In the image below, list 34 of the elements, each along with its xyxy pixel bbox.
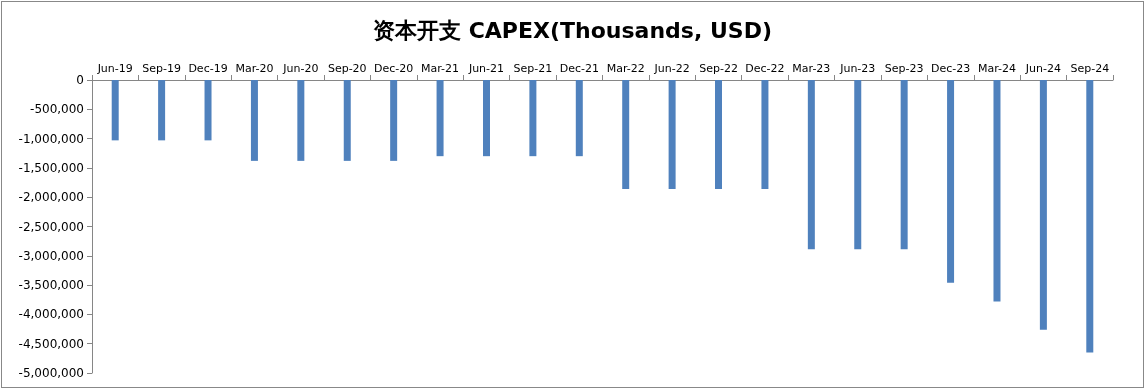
x-tick-label: Sep-23 (884, 62, 924, 75)
x-tick-label: Jun-21 (467, 62, 505, 75)
x-tick-label: Jun-20 (282, 62, 319, 75)
y-tick-label: -1,000,000 (18, 131, 84, 146)
y-tick-label: -5,000,000 (18, 366, 84, 380)
x-tick-label: Sep-24 (1070, 62, 1110, 75)
x-tick-label: Dec-20 (374, 62, 414, 75)
x-tick-label: Mar-20 (235, 62, 274, 75)
x-tick-label: Dec-22 (745, 62, 785, 75)
x-tick-label: Dec-23 (930, 62, 971, 75)
x-tick-label: Dec-19 (188, 62, 228, 75)
x-tick-label: Dec-21 (559, 62, 599, 75)
x-tick-label: Jun-22 (653, 62, 690, 75)
x-tick-label: Mar-23 (792, 62, 831, 75)
x-tick-label: Jun-19 (96, 62, 133, 75)
x-tick-label: Jun-23 (839, 62, 876, 75)
y-tick-label: -3,500,000 (18, 278, 84, 293)
x-tick-label: Mar-22 (606, 62, 645, 75)
x-tick-label: Sep-20 (327, 62, 367, 75)
y-tick-label: -2,000,000 (18, 190, 84, 205)
x-tick-label: Mar-21 (421, 62, 460, 75)
x-tick-label: Sep-22 (699, 62, 738, 75)
x-tick-label: Jun-24 (1024, 62, 1061, 75)
y-tick-label: -4,500,000 (18, 336, 84, 351)
y-tick-label: -2,500,000 (18, 219, 84, 234)
y-tick-label: -500,000 (30, 102, 84, 117)
chart-title: 资本开支 CAPEX(Thousands, USD) (373, 17, 772, 43)
x-tick-label: Sep-21 (513, 62, 553, 75)
x-tick-label: Mar-24 (977, 62, 1016, 75)
y-tick-label: -4,000,000 (18, 307, 84, 322)
y-tick-label: -1,500,000 (18, 160, 84, 175)
y-tick-label: -3,000,000 (18, 248, 84, 263)
y-tick-label: 0 (76, 73, 84, 87)
x-tick-label: Sep-19 (142, 62, 181, 75)
